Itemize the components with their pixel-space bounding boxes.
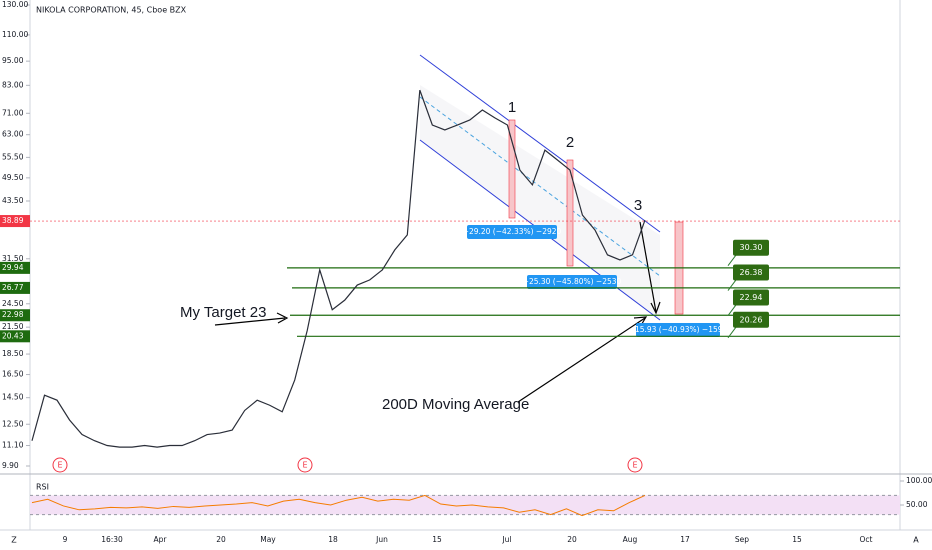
earnings-label: E bbox=[632, 461, 637, 470]
wave-label: 2 bbox=[566, 134, 574, 151]
channel-fill bbox=[420, 85, 660, 320]
arrow-head bbox=[650, 301, 661, 315]
x-tick-label: Jun bbox=[375, 535, 388, 544]
x-tick-label: Sep bbox=[735, 535, 749, 544]
wave-label: 1 bbox=[508, 99, 516, 116]
level-box-label: 26.38 bbox=[740, 268, 763, 277]
price-marker bbox=[0, 261, 30, 274]
price-marker bbox=[0, 215, 30, 228]
y-tick-label: 24.50 bbox=[2, 299, 24, 308]
y-tick-label: 9.90 bbox=[2, 461, 19, 470]
y-tick-label: 63.00 bbox=[2, 130, 24, 139]
x-tick-label: 17 bbox=[680, 535, 690, 544]
y-tick-label: 12.50 bbox=[2, 419, 24, 428]
price-marker-label: 26.77 bbox=[2, 283, 24, 292]
level-box bbox=[733, 311, 769, 328]
price-line bbox=[31, 89, 646, 448]
wave-label: 3 bbox=[634, 197, 642, 214]
earnings-marker[interactable] bbox=[52, 457, 68, 473]
chart-title: NIKOLA CORPORATION, 45, Cboe BZX bbox=[36, 6, 187, 15]
measure-rect bbox=[508, 119, 516, 219]
level-box-label: 30.30 bbox=[740, 243, 763, 252]
x-tick-label: 9 bbox=[63, 535, 68, 544]
earnings-marker[interactable] bbox=[627, 457, 643, 473]
x-tick-label: 18 bbox=[328, 535, 338, 544]
measure-rect bbox=[566, 159, 574, 267]
y-tick-label: 18.50 bbox=[2, 349, 24, 358]
corner-button[interactable]: A bbox=[913, 536, 919, 545]
x-tick-label: 16:30 bbox=[101, 535, 123, 544]
rsi-tick-label: 50.00 bbox=[906, 500, 928, 509]
level-box bbox=[733, 264, 769, 281]
level-box-label: 22.94 bbox=[740, 293, 763, 302]
arrow bbox=[214, 317, 286, 326]
price-marker-label: 29.94 bbox=[2, 263, 24, 272]
measure-label: −15.93 (−40.93%) −1593 bbox=[629, 325, 728, 334]
price-marker-label: 22.98 bbox=[2, 310, 24, 319]
rsi-line bbox=[31, 494, 646, 517]
y-tick-label: 95.00 bbox=[2, 56, 24, 65]
y-tick-label: 55.50 bbox=[2, 152, 24, 161]
annotation: 200D Moving Average bbox=[382, 396, 529, 413]
y-tick-label: 43.50 bbox=[2, 196, 24, 205]
y-tick-label: 31.50 bbox=[2, 254, 24, 263]
annotation: My Target 23 bbox=[180, 304, 266, 321]
y-tick-label: 110.00 bbox=[2, 30, 28, 39]
level-box-label: 20.26 bbox=[740, 315, 763, 324]
arrow-head bbox=[276, 312, 289, 324]
price-marker bbox=[0, 330, 30, 343]
measure-label: −25.30 (−45.80%) −2530 bbox=[523, 277, 622, 286]
arrow bbox=[639, 221, 657, 313]
earnings-marker[interactable] bbox=[297, 457, 313, 473]
x-tick-label: 15 bbox=[792, 535, 802, 544]
x-tick-label: Aug bbox=[623, 535, 638, 544]
y-tick-label: 11.10 bbox=[2, 441, 24, 450]
x-tick-label: May bbox=[260, 535, 276, 544]
price-marker bbox=[0, 281, 30, 294]
x-tick-label: 20 bbox=[567, 535, 577, 544]
measure-label: −29.20 (−42.33%) −2920 bbox=[463, 227, 562, 236]
corner-button[interactable]: Z bbox=[11, 536, 17, 545]
level-box bbox=[733, 239, 769, 256]
price-marker bbox=[0, 309, 30, 322]
x-tick-label: 15 bbox=[432, 535, 442, 544]
price-marker-label: 20.43 bbox=[2, 331, 24, 340]
level-box bbox=[733, 289, 769, 306]
channel-mid bbox=[419, 96, 661, 277]
earnings-label: E bbox=[302, 461, 307, 470]
y-tick-label: 49.50 bbox=[2, 173, 24, 182]
y-tick-label: 21.50 bbox=[2, 322, 24, 331]
channel-line bbox=[419, 54, 661, 233]
y-tick-label: 14.50 bbox=[2, 393, 24, 402]
x-tick-label: 20 bbox=[216, 535, 226, 544]
rsi-tick-label: 100.00 bbox=[906, 476, 932, 485]
x-tick-label: Apr bbox=[154, 535, 168, 544]
price-marker-label: 38.89 bbox=[2, 216, 24, 225]
earnings-label: E bbox=[57, 461, 62, 470]
measure-box bbox=[527, 275, 617, 289]
x-tick-label: Jul bbox=[501, 535, 511, 544]
measure-box bbox=[467, 225, 557, 239]
measure-box bbox=[636, 323, 720, 337]
y-tick-label: 83.00 bbox=[2, 80, 24, 89]
y-tick-label: 16.50 bbox=[2, 370, 24, 379]
x-tick-label: Oct bbox=[860, 535, 873, 544]
y-tick-label: 71.00 bbox=[2, 108, 24, 117]
y-tick-label: 130.00 bbox=[2, 0, 28, 9]
rsi-label: RSI bbox=[36, 483, 49, 492]
arrow bbox=[517, 317, 646, 403]
